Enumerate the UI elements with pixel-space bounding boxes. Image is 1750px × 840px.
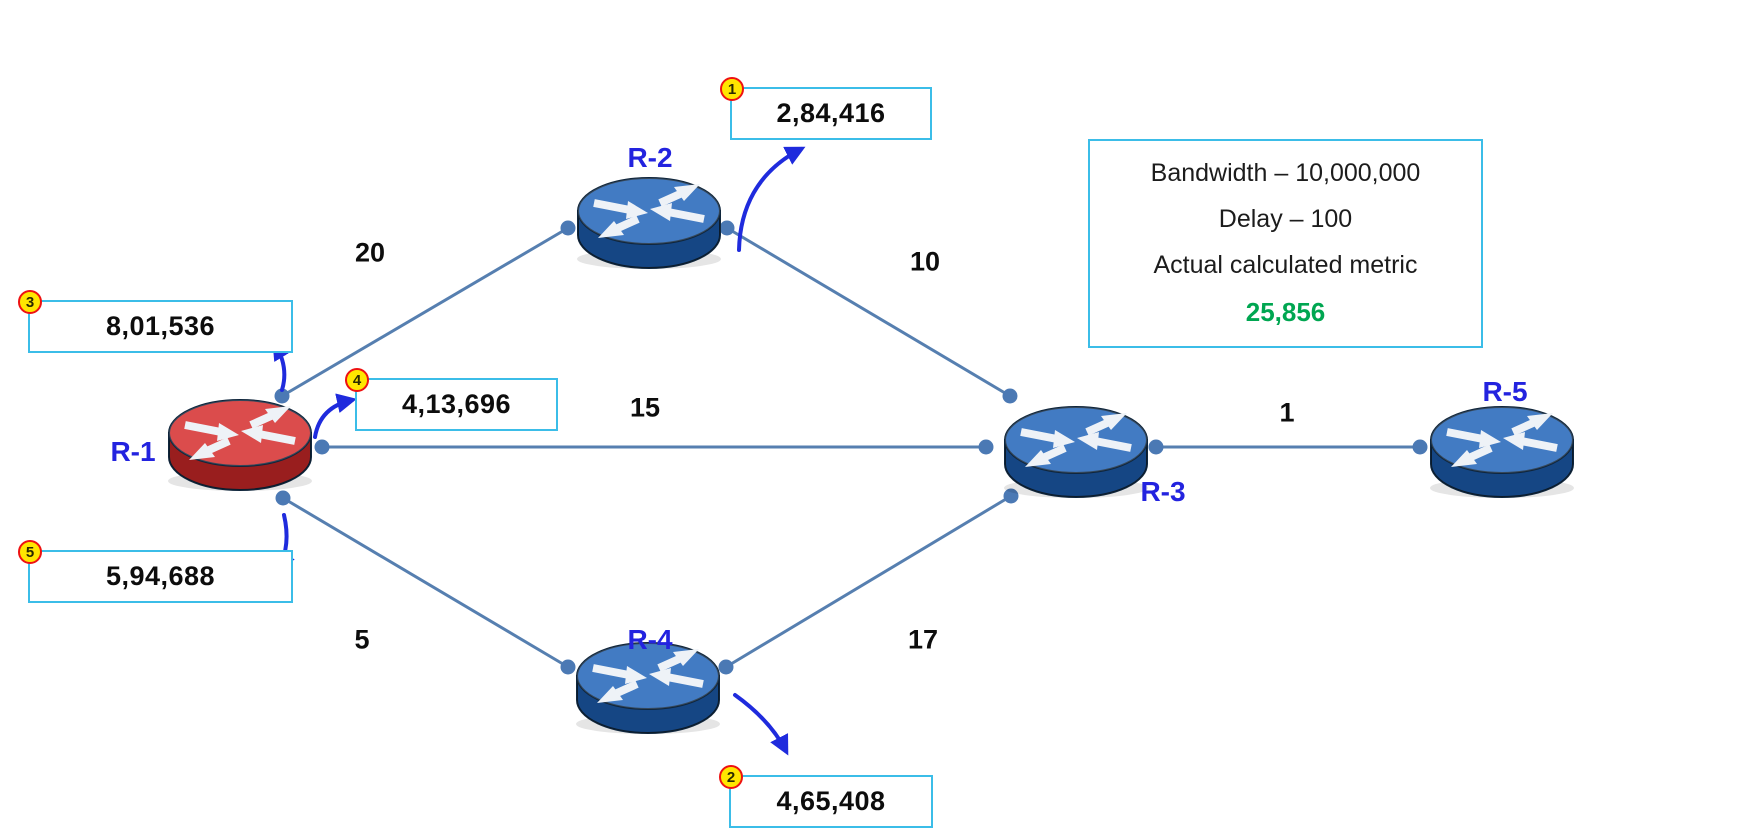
metric-value: 25,856 (1245, 296, 1326, 327)
link-r2-r3 (726, 226, 1011, 398)
bandwidth-line: Bandwidth – 10,000,000 (1150, 159, 1421, 188)
router-icon-r5 (1430, 407, 1574, 498)
callout-badge-1: 1 (720, 77, 744, 101)
router-icon-r2 (577, 178, 721, 269)
callout-badge-4: 4 (345, 368, 369, 392)
callout-box-5: 5 5,94,688 (18, 540, 293, 603)
router-icon-r3 (1004, 407, 1148, 498)
link-metric-r1-r4: 5 (354, 624, 370, 655)
callout-box-1: 1 2,84,416 (720, 77, 932, 140)
arrow-to-callout-2 (733, 693, 789, 756)
router-icon-r4 (576, 643, 720, 734)
link-metric-r3-r5: 1 (1279, 397, 1295, 428)
router-label-r3: R-3 (1140, 476, 1186, 507)
callout-badge-3: 3 (18, 290, 42, 314)
delay-line: Delay – 100 (1218, 205, 1353, 234)
callout-value-3: 8,01,536 (105, 311, 216, 341)
router-label-r1: R-1 (110, 436, 156, 467)
link-r1-r4 (282, 496, 569, 669)
callout-box-4: 4 4,13,696 (345, 368, 558, 431)
callout-badge-2: 2 (719, 765, 743, 789)
metric-caption: Actual calculated metric (1153, 250, 1418, 279)
link-r4-r3 (725, 494, 1012, 669)
callout-box-3: 3 8,01,536 (18, 290, 293, 353)
router-label-r2: R-2 (627, 142, 673, 173)
callout-value-4: 4,13,696 (401, 389, 512, 419)
router-label-r4: R-4 (627, 624, 673, 655)
router-label-r5: R-5 (1482, 376, 1528, 407)
link-metric-r4-r3: 17 (907, 624, 939, 655)
link-r1-r2 (281, 226, 569, 398)
router-icon-r1 (168, 400, 312, 491)
arrow-to-callout-4 (313, 393, 357, 439)
link-metric-r1-r3: 15 (629, 392, 661, 423)
arrow-to-callout-1 (737, 146, 806, 252)
link-metric-r1-r2: 20 (354, 237, 386, 268)
callout-value-5: 5,94,688 (105, 561, 216, 591)
callout-value-1: 2,84,416 (776, 98, 886, 128)
link-lines (281, 226, 1420, 669)
callout-box-2: 2 4,65,408 (719, 765, 933, 828)
callout-badge-5: 5 (18, 540, 42, 564)
metric-info-box: Bandwidth – 10,000,000 Delay – 100 Actua… (1088, 139, 1483, 348)
link-metric-r2-r3: 10 (909, 246, 941, 277)
callout-value-2: 4,65,408 (776, 786, 886, 816)
